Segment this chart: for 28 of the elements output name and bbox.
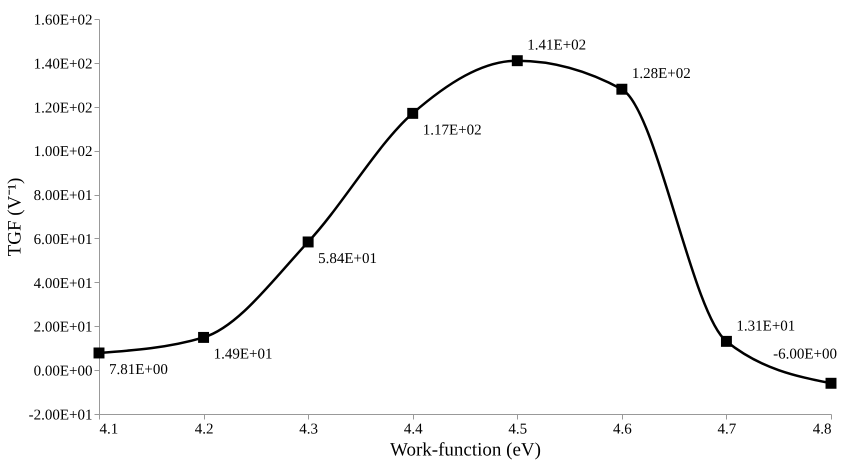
data-label: 7.81E+00 [109,362,168,378]
x-axis-title: Work-function (eV) [390,440,541,460]
y-tick-label: 4.00E+01 [34,276,92,292]
y-tick-label: -2.00E+01 [28,408,92,424]
data-label: 1.41E+02 [527,38,586,54]
y-axis-title: TGF (V⁻¹) [4,178,26,256]
data-label: 1.28E+02 [632,66,691,82]
y-tick-label: 1.60E+02 [34,12,92,28]
x-tick-label: 4.7 [718,422,737,438]
y-tick-label: 1.40E+02 [34,56,92,72]
data-label: 1.49E+01 [214,346,272,362]
x-tick-label: 4.1 [100,422,118,438]
x-tick-label: 4.4 [404,422,424,438]
x-tick-label: 4.6 [612,422,632,438]
x-tick-label: 4.3 [299,422,318,438]
data-label: 1.31E+01 [736,318,796,334]
y-tick-label: 2.00E+01 [34,320,92,336]
x-tick-label: 4.5 [508,422,528,438]
data-label: -6.00E+00 [773,346,837,362]
y-tick-label: 1.00E+02 [34,144,92,160]
y-tick-label: 0.00E+00 [34,364,92,380]
data-label: 5.84E+01 [318,250,378,267]
data-label: 1.17E+02 [422,122,482,138]
y-tick-label: 1.20E+02 [34,100,92,116]
y-tick-label: 8.00E+01 [34,188,92,204]
x-tick-label: 4.2 [194,422,214,438]
x-tick-label: 4.8 [812,422,832,438]
y-tick-label: 6.00E+01 [34,232,92,248]
